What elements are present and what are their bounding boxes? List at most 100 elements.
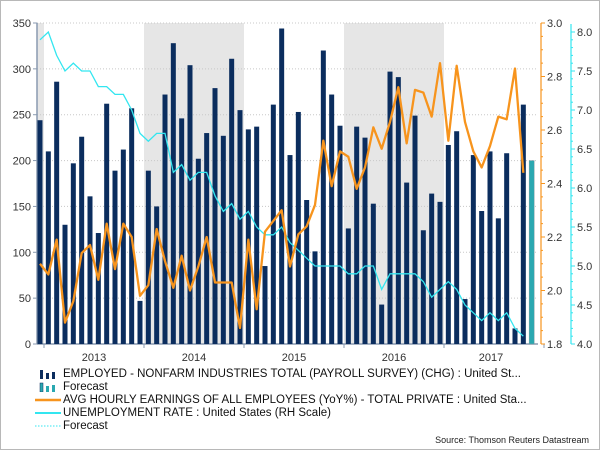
x-axis-year-label: 2015	[282, 352, 306, 364]
employment-bar	[504, 153, 510, 344]
legend-item-forecast-bar: Forecast	[35, 380, 527, 393]
unemployment-axis-tick-label: 6.0	[577, 183, 592, 195]
employment-bar	[412, 115, 418, 344]
x-axis-year-label: 2014	[182, 352, 206, 364]
employment-bar	[495, 218, 501, 344]
unemployment-axis-tick-label: 4.0	[577, 339, 592, 351]
legend-item-forecast-line: Forecast	[35, 419, 527, 432]
employment-bar	[87, 196, 93, 344]
employment-bar	[262, 266, 268, 344]
shaded-band	[144, 23, 244, 344]
employment-bar	[429, 193, 435, 344]
forecast-bar-swatch-icon	[35, 382, 61, 392]
left-axis-tick-label: 350	[13, 18, 31, 30]
orange-line-swatch-icon	[35, 395, 61, 405]
legend-label: Forecast	[63, 380, 108, 393]
employment-bar	[329, 94, 335, 344]
earnings-axis-tick-label: 1.8	[547, 339, 562, 351]
left-axis-tick-label: 50	[19, 293, 31, 305]
employment-bar	[487, 151, 493, 344]
left-axis-tick-label: 200	[13, 156, 31, 168]
legend-item-employed: EMPLOYED - NONFARM INDUSTRIES TOTAL (PAY…	[35, 367, 527, 380]
employment-bar	[337, 125, 343, 344]
employment-bar	[420, 230, 426, 344]
employment-bar	[245, 129, 251, 344]
earnings-axis-tick-label: 2.2	[547, 232, 562, 244]
employment-bar	[170, 43, 176, 344]
left-axis-tick-label: 300	[13, 64, 31, 76]
employment-bar	[195, 158, 201, 344]
earnings-axis-tick-label: 2.6	[547, 125, 562, 137]
employment-bar	[304, 200, 310, 344]
left-axis-tick-label: 100	[13, 247, 31, 259]
legend-label: Forecast	[63, 419, 108, 432]
employment-bar	[295, 111, 301, 344]
employment-bar	[279, 28, 285, 344]
x-axis-year-label: 2013	[82, 352, 106, 364]
employment-bar	[520, 104, 526, 344]
legend-item-unemployment: UNEMPLOYMENT RATE : United States (RH Sc…	[35, 406, 527, 419]
employment-bar	[454, 131, 460, 344]
unemployment-line	[39, 30, 524, 337]
combo-chart: 0 50 100 150 200 250 300 350 2013 2014 2015 2016 201…	[13, 18, 593, 364]
employment-bar	[137, 300, 143, 344]
unemployment-axis-tick-label: 4.5	[577, 300, 592, 312]
employment-bar	[287, 155, 293, 344]
employment-bar	[220, 135, 226, 344]
legend-label: UNEMPLOYMENT RATE : United States (RH Sc…	[63, 406, 331, 419]
unemployment-axis-tick-label: 5.0	[577, 261, 592, 273]
employment-bar	[129, 108, 135, 345]
employment-bar	[370, 203, 376, 344]
employment-bar	[462, 299, 468, 344]
unemployment-axis-tick-label: 7.0	[577, 105, 592, 117]
legend-item-earnings: AVG HOURLY EARNINGS OF ALL EMPLOYEES (Yo…	[35, 393, 527, 406]
left-axis-tick-label: 150	[13, 201, 31, 213]
employment-bar	[70, 163, 76, 344]
employment-bar	[404, 182, 410, 344]
employment-bar	[37, 120, 43, 345]
legend-label: AVG HOURLY EARNINGS OF ALL EMPLOYEES (Yo…	[63, 393, 527, 406]
unemployment-axis-tick-label: 8.0	[577, 27, 592, 39]
left-axis-tick-label: 0	[25, 339, 31, 351]
employment-bar	[270, 104, 276, 344]
earnings-axis-tick-label: 2.4	[547, 179, 562, 191]
employment-bar	[254, 126, 260, 344]
employment-bar	[154, 206, 160, 344]
employment-bar	[162, 94, 168, 344]
earnings-axis-tick-label: 2.8	[547, 72, 562, 84]
unemployment-axis-tick-label: 5.5	[577, 222, 592, 234]
employment-bar	[312, 251, 318, 344]
employment-bar	[95, 233, 101, 344]
employment-bar	[45, 151, 51, 344]
unemployment-axis-tick-label: 7.5	[577, 66, 592, 78]
forecast-bar	[528, 160, 535, 345]
cyan-line-swatch-icon	[35, 408, 61, 418]
earnings-axis-tick-label: 3.0	[547, 18, 562, 30]
employment-bar	[512, 328, 518, 344]
x-axis-year-label: 2016	[382, 352, 406, 364]
source-note: Source: Thomson Reuters Datastream	[435, 435, 589, 445]
x-axis-year-label: 2017	[479, 352, 503, 364]
employment-bar	[437, 201, 443, 344]
employment-bar	[354, 126, 360, 344]
employment-bar	[145, 170, 151, 344]
dotted-line-swatch-icon	[35, 421, 61, 431]
employment-bar	[345, 228, 351, 344]
bar-swatch-icon	[35, 369, 61, 379]
earnings-axis-tick-label: 2.0	[547, 286, 562, 298]
employment-bar	[362, 137, 368, 344]
employment-bar	[379, 304, 385, 344]
unemployment-axis-tick-label: 6.5	[577, 144, 592, 156]
employment-bar	[229, 58, 235, 345]
earnings-line	[39, 61, 525, 330]
employment-bar	[179, 118, 185, 344]
employment-bar	[445, 144, 451, 344]
legend: EMPLOYED - NONFARM INDUSTRIES TOTAL (PAY…	[35, 367, 527, 432]
legend-label: EMPLOYED - NONFARM INDUSTRIES TOTAL (PAY…	[63, 367, 521, 380]
employment-bar	[479, 211, 485, 344]
employment-bar	[79, 136, 85, 344]
employment-bar	[120, 149, 126, 344]
employment-bar	[237, 110, 243, 344]
employment-bar	[112, 170, 118, 344]
